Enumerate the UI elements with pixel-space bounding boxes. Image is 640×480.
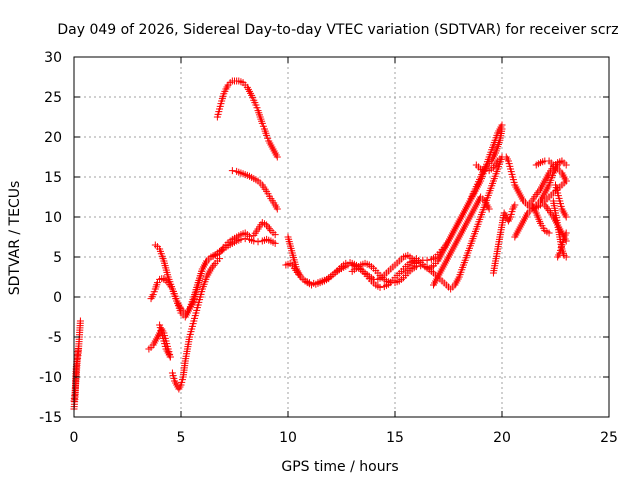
- y-axis-label: SDTVAR / TECUs: [7, 181, 23, 296]
- data-point: [308, 281, 316, 289]
- data-point: [74, 345, 82, 353]
- data-point: [245, 232, 253, 240]
- y-tick-label: 5: [53, 250, 62, 266]
- x-tick-label: 10: [279, 430, 297, 446]
- series-arc-b: [147, 275, 168, 303]
- series-arc-n: [430, 193, 493, 289]
- x-tick-label: 5: [177, 430, 186, 446]
- y-tick-label: -15: [39, 410, 62, 426]
- data-point: [545, 229, 553, 237]
- data-point: [485, 205, 493, 213]
- series-arc-x: [552, 181, 570, 221]
- series-arc-e: [156, 321, 174, 361]
- data-point: [511, 201, 519, 209]
- x-tick-label: 0: [70, 430, 79, 446]
- series-arc-o: [472, 153, 506, 175]
- data-point: [562, 213, 570, 221]
- series-arc-g: [213, 77, 281, 161]
- series-arc-h: [228, 167, 281, 213]
- y-tick-label: -10: [39, 370, 62, 386]
- data-point: [562, 161, 570, 169]
- data-point: [498, 125, 506, 133]
- series-arc-p: [489, 201, 519, 277]
- grid-layer: [74, 57, 609, 417]
- data-point: [254, 238, 262, 246]
- data-point: [76, 317, 84, 325]
- y-tick-label: 30: [44, 50, 62, 66]
- data-point: [228, 167, 236, 175]
- data-point: [562, 229, 570, 237]
- data-point: [166, 353, 174, 361]
- data-point: [342, 259, 350, 267]
- chart-title: Day 049 of 2026, Sidereal Day-to-day VTE…: [57, 22, 618, 38]
- series-arc-l: [402, 125, 506, 277]
- data-point: [271, 239, 279, 247]
- points-layer: [70, 77, 570, 413]
- ticks-layer: 0 5 10 15 20 25 -15 -10 -5 0 5 10 15 20 25 30: [39, 50, 618, 446]
- series-arc-y: [554, 229, 570, 261]
- data-point: [376, 283, 384, 291]
- y-tick-label: 0: [53, 290, 62, 306]
- data-point: [273, 153, 281, 161]
- data-point: [562, 237, 570, 245]
- series-arc-f: [168, 255, 224, 393]
- data-point: [216, 255, 224, 263]
- data-point: [271, 231, 279, 239]
- data-point: [273, 205, 281, 213]
- x-tick-label: 25: [600, 430, 618, 446]
- series-arc-t: [528, 201, 553, 237]
- data-point: [562, 253, 570, 261]
- data-point: [562, 177, 570, 185]
- x-tick-label: 15: [386, 430, 404, 446]
- series-arc-u: [532, 157, 570, 185]
- series-arc-s: [524, 157, 570, 209]
- y-tick-label: 10: [44, 210, 62, 226]
- series-arc-d: [160, 219, 279, 321]
- x-tick-label: 20: [493, 430, 511, 446]
- y-tick-label: 20: [44, 130, 62, 146]
- y-tick-label: -5: [48, 330, 62, 346]
- y-tick-label: 15: [44, 170, 62, 186]
- plot-frame: [73, 56, 610, 418]
- series-arc-c: [151, 235, 279, 317]
- x-axis-label: GPS time / hours: [281, 459, 398, 475]
- series-arc-early-b: [70, 345, 82, 413]
- y-tick-label: 25: [44, 90, 62, 106]
- data-point: [423, 256, 431, 264]
